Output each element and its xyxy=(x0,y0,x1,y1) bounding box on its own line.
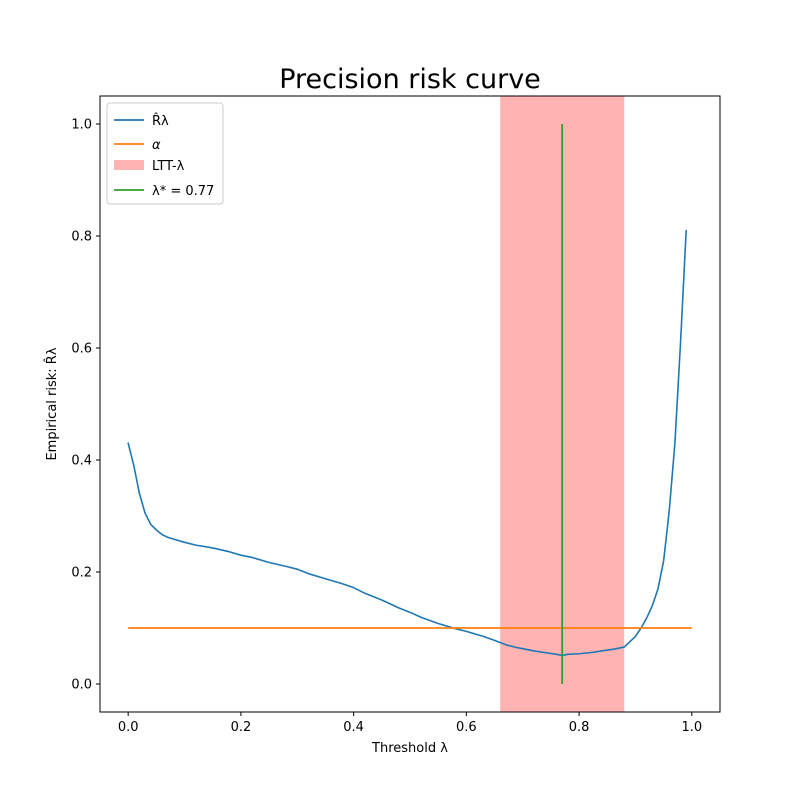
x-tick-label: 0.0 xyxy=(118,720,139,735)
y-tick-label: 1.0 xyxy=(71,118,92,133)
axis-layer: 0.0 0.2 0.4 0.6 0.8 1.0 0.0 0.2 0.4 0.6 0.8 1.0 xyxy=(71,118,702,736)
legend-label-lambda-star: λ* = 0.77 xyxy=(152,184,214,199)
chart-title: Precision risk curve xyxy=(279,64,541,95)
legend-label-risk-curve: R̂λ xyxy=(152,114,169,129)
plot-frame xyxy=(99,95,721,713)
x-axis-label: Threshold λ xyxy=(371,741,448,756)
y-tick-label: 0.0 xyxy=(71,678,92,693)
legend-box xyxy=(106,102,224,205)
legend-label-ltt: LTT-λ xyxy=(152,159,185,174)
y-axis-label: Empirical risk: R̂λ xyxy=(45,347,60,460)
y-tick-label: 0.4 xyxy=(71,454,92,469)
y-tick-label: 0.6 xyxy=(71,342,92,357)
y-tick-label: 0.8 xyxy=(71,230,92,245)
legend-label-alpha: α xyxy=(152,138,161,153)
x-tick-label: 0.8 xyxy=(569,720,590,735)
x-tick-label: 0.4 xyxy=(343,720,364,735)
x-tick-label: 0.6 xyxy=(456,720,477,735)
x-tick-label: 0.2 xyxy=(231,720,252,735)
legend: R̂λ α LTT-λ λ* = 0.77 xyxy=(106,102,224,205)
line-layer xyxy=(127,124,692,684)
legend-swatch-ltt xyxy=(114,160,144,170)
risk-curve-line xyxy=(127,229,687,657)
x-tick-label: 1.0 xyxy=(681,720,702,735)
y-tick-label: 0.2 xyxy=(71,566,92,581)
